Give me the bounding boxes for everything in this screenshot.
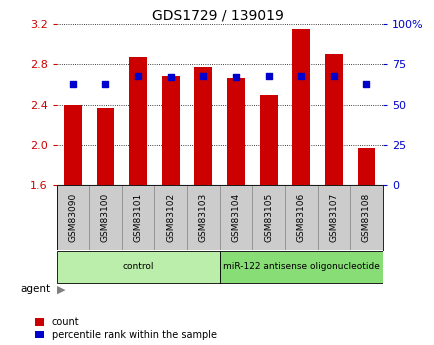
Point [167,75,174,80]
Point [232,75,239,80]
Point [362,81,369,87]
Bar [252,185,284,249]
Text: ▶: ▶ [56,284,65,294]
Bar [56,185,89,249]
Text: GSM83102: GSM83102 [166,193,175,242]
Bar [56,251,219,283]
Bar [284,185,317,249]
Legend: count, percentile rank within the sample: count, percentile rank within the sample [35,317,216,340]
Text: miR-122 antisense oligonucleotide: miR-122 antisense oligonucleotide [222,262,379,271]
Bar [219,251,382,283]
Bar [96,108,114,185]
Bar [154,185,187,249]
Point [69,81,76,87]
Bar [349,185,382,249]
Point [297,73,304,78]
Point [265,73,272,78]
Text: control: control [122,262,154,271]
Text: GSM83105: GSM83105 [263,193,273,242]
Text: GSM83100: GSM83100 [101,193,110,242]
Bar [292,29,309,185]
Point [330,73,337,78]
Text: GDS1729 / 139019: GDS1729 / 139019 [151,9,283,23]
Text: GSM83104: GSM83104 [231,193,240,242]
Bar [161,77,179,185]
Text: GSM83101: GSM83101 [133,193,142,242]
Bar [187,185,219,249]
Bar [89,185,122,249]
Point [102,81,108,87]
Text: GSM83106: GSM83106 [296,193,305,242]
Bar [357,148,375,185]
Bar [317,185,349,249]
Bar [64,105,82,185]
Bar [324,54,342,185]
Text: GSM83103: GSM83103 [198,193,207,242]
Point [199,73,207,78]
Text: GSM83090: GSM83090 [68,193,77,242]
Text: GSM83107: GSM83107 [329,193,338,242]
Bar [194,67,212,185]
Text: agent: agent [20,284,50,294]
Bar [227,78,244,185]
Bar [129,57,147,185]
Text: GSM83108: GSM83108 [361,193,370,242]
Bar [122,185,154,249]
Point [135,73,141,78]
Bar [219,185,252,249]
Bar [259,95,277,185]
